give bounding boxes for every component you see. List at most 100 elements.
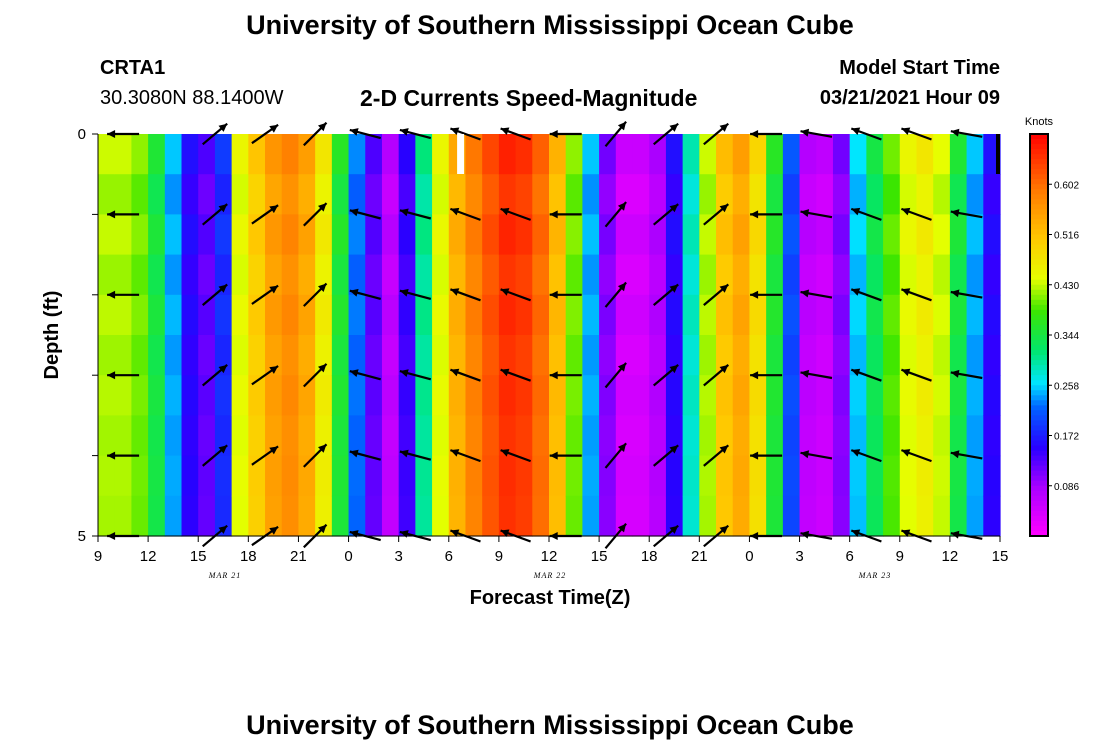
colorbar-swatch — [1030, 179, 1048, 185]
heatmap-cell — [732, 254, 751, 296]
current-vector — [950, 128, 983, 138]
current-vector — [303, 121, 328, 147]
heatmap-cell — [131, 214, 149, 256]
current-vector — [201, 444, 228, 467]
heatmap-cell — [432, 375, 450, 416]
heatmap-cell — [315, 495, 333, 537]
heatmap-cell — [231, 174, 249, 215]
colorbar-swatch — [1030, 405, 1048, 411]
colorbar-swatch — [1030, 385, 1048, 391]
vector-arrowhead — [719, 123, 729, 132]
heatmap-cell — [866, 174, 884, 215]
heatmap-cell — [398, 134, 416, 175]
colorbar-swatch — [1030, 430, 1048, 437]
heatmap-cell — [933, 335, 951, 376]
current-vector — [450, 368, 481, 382]
current-vector — [950, 369, 983, 380]
heatmap-cell — [649, 214, 667, 256]
heatmap-cell — [281, 495, 300, 537]
current-vector — [850, 449, 882, 463]
heatmap-cell — [148, 214, 166, 256]
heatmap-cell — [766, 254, 784, 296]
heatmap-cell — [849, 455, 867, 497]
heatmap-cell — [582, 495, 600, 537]
heatmap-cell — [381, 495, 400, 537]
heatmap-cell — [549, 254, 567, 296]
heatmap-cell — [348, 495, 366, 537]
heatmap-cell — [732, 214, 751, 256]
heatmap-cell — [331, 455, 350, 497]
heatmap-cell — [883, 495, 901, 537]
colorbar-swatch — [1030, 269, 1048, 276]
heatmap-cell — [181, 254, 199, 296]
heatmap-cell — [231, 375, 249, 416]
heatmap-cell — [983, 174, 1001, 215]
colorbar-tick-label: 0.258 — [1054, 381, 1079, 392]
heatmap-cell — [265, 335, 283, 376]
heatmap-cell — [98, 375, 116, 416]
heatmap-cell — [883, 294, 901, 336]
colorbar-swatch — [1030, 284, 1048, 291]
heatmap-cell — [732, 415, 751, 457]
vector-arrowhead — [617, 443, 627, 452]
heatmap-cell — [298, 455, 316, 497]
colorbar-tick-label: 0.086 — [1054, 482, 1079, 493]
heatmap-cell — [699, 495, 717, 537]
heatmap-cell — [198, 294, 216, 336]
heatmap-cell — [448, 254, 467, 296]
heatmap-cell — [515, 294, 533, 336]
heatmap-cell — [866, 455, 884, 497]
heatmap-cell — [699, 335, 717, 376]
heatmap-cell — [181, 214, 199, 256]
station-coordinates: 30.3080N 88.1400W — [100, 87, 284, 109]
heatmap-cell — [181, 335, 199, 376]
colorbar-swatch — [1030, 299, 1048, 306]
date-label: MAR 22 — [533, 571, 566, 580]
heatmap-cell — [248, 375, 266, 416]
heatmap-cell — [331, 415, 350, 457]
x-tick-label: 9 — [896, 548, 904, 565]
vector-arrowhead — [617, 121, 627, 131]
current-vector — [399, 208, 432, 220]
colorbar-tick-label: 0.172 — [1054, 432, 1079, 443]
heatmap-cell — [749, 294, 767, 336]
colorbar-swatch — [1030, 510, 1048, 517]
heatmap-cell — [381, 174, 400, 215]
colorbar-swatch — [1030, 139, 1048, 145]
heatmap-cell — [899, 134, 918, 175]
current-vector — [549, 451, 582, 460]
heatmap-cell — [131, 375, 149, 416]
heatmap-cell — [966, 375, 984, 416]
colorbar-swatch — [1030, 209, 1048, 216]
vector-arrowhead — [349, 449, 359, 458]
vector-arrowhead — [800, 128, 810, 137]
heatmap-cell — [281, 174, 300, 215]
vector-arrowhead — [669, 445, 679, 454]
heatmap-cell — [114, 134, 132, 175]
colorbar-swatch — [1030, 174, 1048, 180]
heatmap-cell — [582, 415, 600, 457]
heatmap-cell — [298, 294, 316, 336]
heatmap-cell — [98, 134, 116, 175]
heatmap-cell — [949, 335, 968, 376]
heatmap-cell — [365, 174, 383, 215]
colorbar-swatch — [1030, 415, 1048, 422]
heatmap-cell — [348, 134, 366, 175]
heatmap-cell — [849, 294, 867, 336]
heatmap-cell — [482, 415, 500, 457]
heatmap-cell — [448, 455, 467, 497]
current-vector — [303, 202, 328, 227]
vector-arrowhead — [901, 288, 911, 296]
colorbar-swatch — [1030, 380, 1048, 386]
colorbar-swatch — [1030, 244, 1048, 251]
vector-arrowhead — [107, 451, 116, 460]
heatmap-cell — [281, 415, 300, 457]
heatmap-cell — [348, 335, 366, 376]
heatmap-cell — [331, 335, 350, 376]
vector-arrowhead — [269, 205, 279, 214]
heatmap-cell — [799, 375, 817, 416]
heatmap-cell — [665, 214, 684, 256]
heatmap-cell — [832, 495, 851, 537]
heatmap-cell — [265, 495, 283, 537]
x-tick-label: 21 — [691, 548, 708, 565]
